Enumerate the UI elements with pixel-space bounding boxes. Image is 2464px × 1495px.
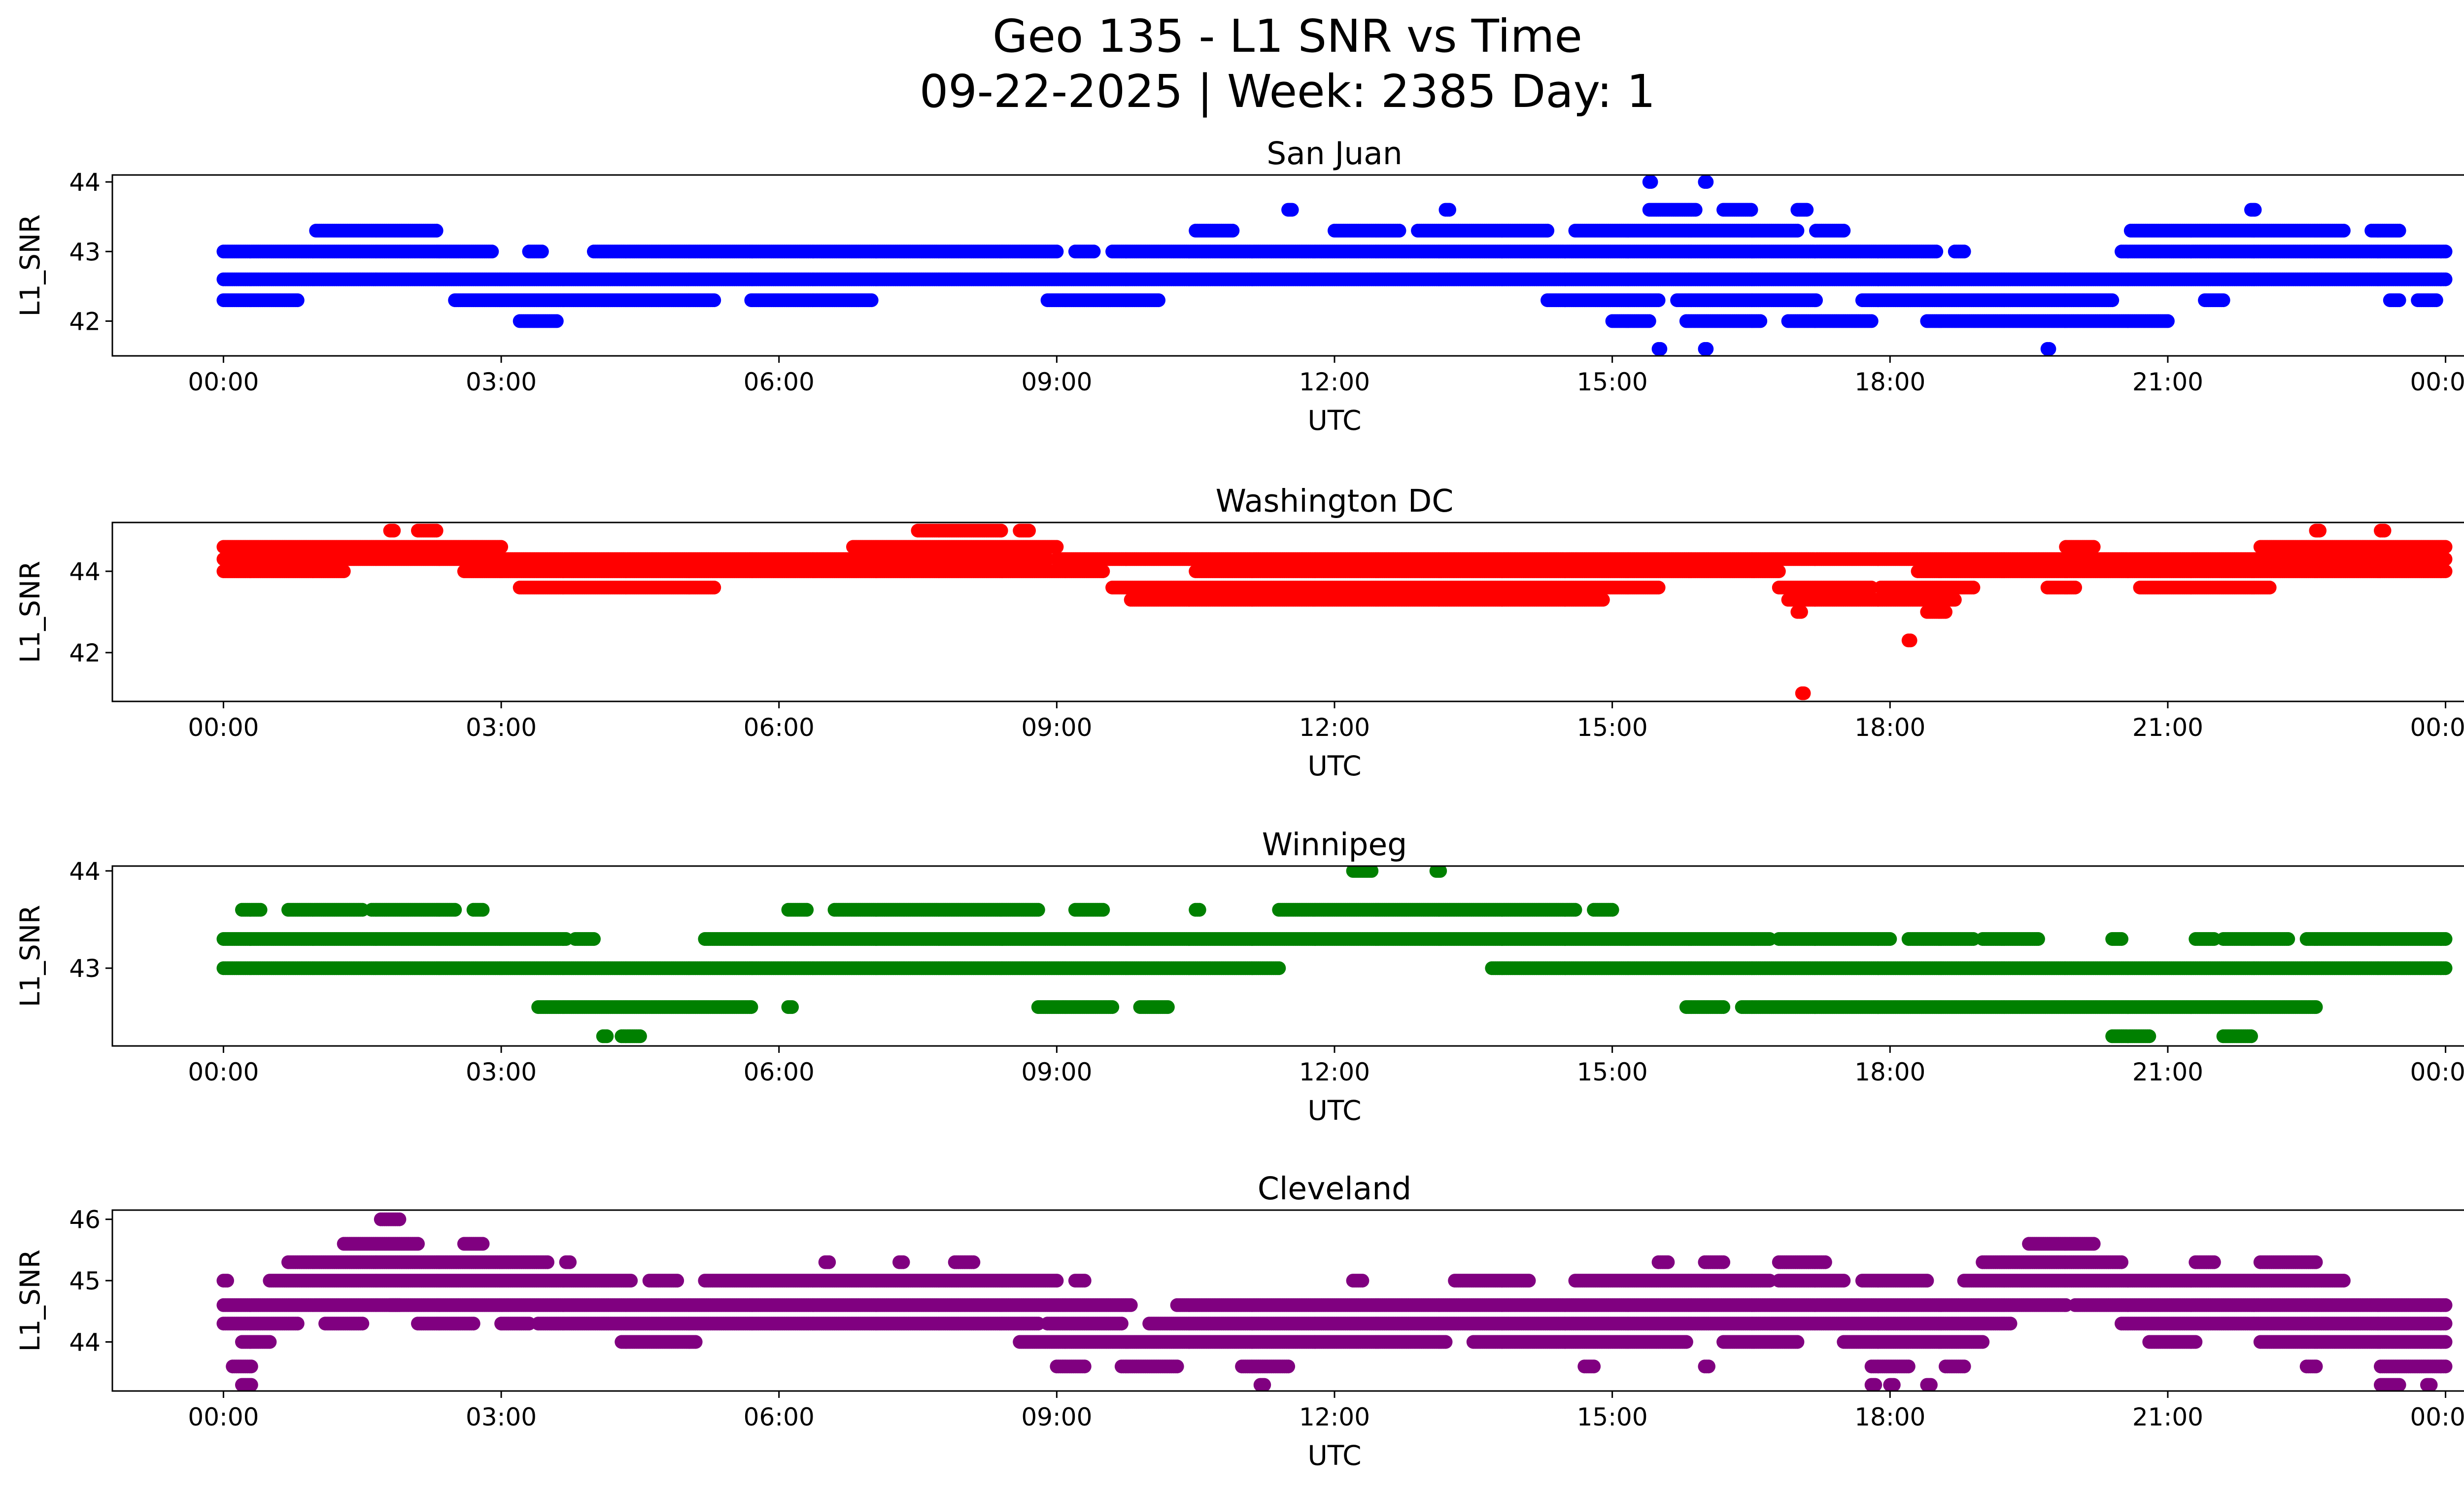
panel-title: San Juan xyxy=(1266,136,1403,172)
data-point xyxy=(2160,314,2175,328)
data-point xyxy=(1226,223,1240,238)
data-point xyxy=(1653,342,1668,356)
x-tick-label: 21:00 xyxy=(2132,368,2203,396)
x-tick-label: 09:00 xyxy=(1021,368,1092,396)
data-point xyxy=(1929,244,1944,259)
plot-frame xyxy=(111,174,2464,357)
data-point xyxy=(1744,203,1758,217)
data-point xyxy=(2105,293,2120,308)
data-point xyxy=(1688,203,1703,217)
x-tick-label: 00:00 xyxy=(2410,368,2464,396)
data-point xyxy=(1790,223,1805,238)
x-axis-label: UTC xyxy=(1307,405,1361,436)
data-point xyxy=(1540,223,1555,238)
data-point xyxy=(1809,293,1823,308)
data-point xyxy=(1651,293,1666,308)
data-point xyxy=(549,314,564,328)
data-point xyxy=(2438,272,2453,286)
data-point xyxy=(864,293,879,308)
y-axis-label: L1_SNR xyxy=(14,214,46,316)
data-point xyxy=(1087,244,1101,259)
panel-title: Washington DC xyxy=(1216,483,1454,519)
data-point xyxy=(1442,203,1456,217)
data-point xyxy=(1957,244,1971,259)
data-point xyxy=(2042,342,2056,356)
data-point xyxy=(707,293,721,308)
data-point xyxy=(485,244,499,259)
panel-san-juan: San Juan 00:00 03:00 06:00 09:00 12:00 15:00 18… xyxy=(14,136,2464,436)
data-point xyxy=(1392,223,1406,238)
data-point xyxy=(1700,342,1714,356)
data-point xyxy=(1837,223,1851,238)
data-point xyxy=(1864,314,1879,328)
data-point xyxy=(2438,552,2453,566)
data-point xyxy=(1753,314,1768,328)
data-point xyxy=(429,223,444,238)
x-tick-label: 03:00 xyxy=(466,368,537,396)
x-tick-label: 12:00 xyxy=(1299,368,1370,396)
data-point xyxy=(1285,203,1299,217)
data-point xyxy=(1644,175,1658,189)
figure-title-line1: Geo 135 - L1 SNR vs Time xyxy=(992,10,1582,63)
data-point xyxy=(2392,293,2406,308)
data-point xyxy=(2248,203,2262,217)
data-point xyxy=(2438,244,2453,259)
data-point xyxy=(2429,293,2443,308)
x-tick-label: 06:00 xyxy=(744,368,815,396)
data-point xyxy=(290,293,305,308)
x-tick-label: 18:00 xyxy=(1854,368,1925,396)
data-point xyxy=(2336,223,2351,238)
data-point xyxy=(1050,244,1064,259)
data-point xyxy=(1152,293,1165,308)
x-tick-label: 00:00 xyxy=(188,368,259,396)
data-point xyxy=(535,244,549,259)
data-point xyxy=(337,564,351,578)
y-tick-label: 44 xyxy=(69,168,101,197)
scatter-series xyxy=(216,523,2453,700)
x-tick-label: 15:00 xyxy=(1577,368,1648,396)
data-point xyxy=(2216,293,2230,308)
figure-title-line2: 09-22-2025 | Week: 2385 Day: 1 xyxy=(919,65,1656,118)
data-point xyxy=(1800,203,1814,217)
data-point xyxy=(2392,223,2406,238)
y-tick-label: 42 xyxy=(69,307,101,336)
figure-title: Geo 135 - L1 SNR vs Time 09-22-2025 | We… xyxy=(0,9,2464,119)
data-point xyxy=(1642,314,1656,328)
data-point xyxy=(1700,175,1714,189)
y-tick-label: 43 xyxy=(69,238,101,266)
scatter-series xyxy=(216,175,2453,356)
